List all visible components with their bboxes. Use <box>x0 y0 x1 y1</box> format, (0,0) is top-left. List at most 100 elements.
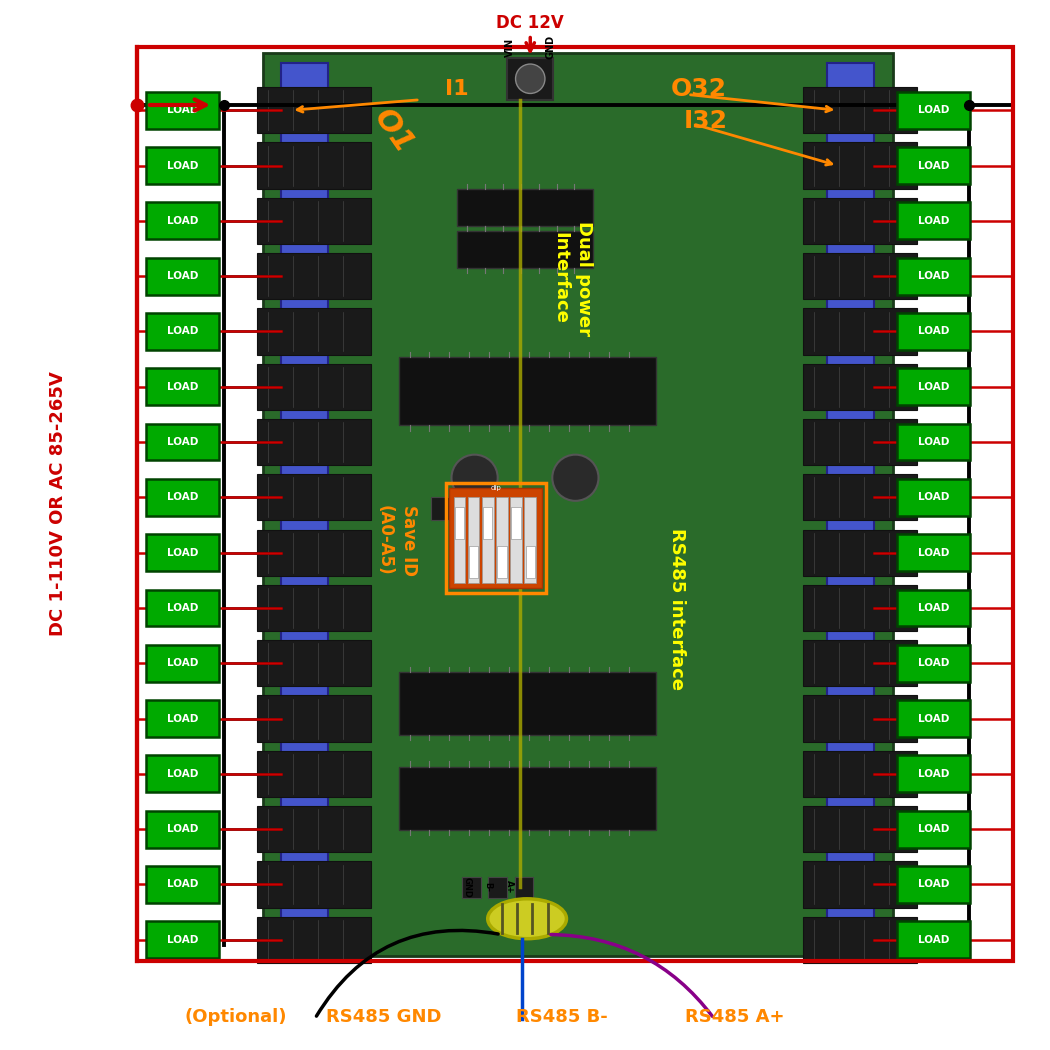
Bar <box>803 917 917 963</box>
FancyBboxPatch shape <box>146 756 219 793</box>
Bar <box>280 63 328 945</box>
Bar <box>430 497 454 520</box>
Bar <box>525 497 536 583</box>
FancyBboxPatch shape <box>146 866 219 903</box>
Text: LOAD: LOAD <box>918 161 949 170</box>
FancyBboxPatch shape <box>897 590 970 626</box>
FancyBboxPatch shape <box>146 700 219 737</box>
Text: LOAD: LOAD <box>167 934 198 945</box>
Text: LOAD: LOAD <box>918 382 949 392</box>
Text: LOAD: LOAD <box>918 492 949 502</box>
Bar <box>803 861 917 907</box>
FancyBboxPatch shape <box>897 203 970 239</box>
Bar <box>454 497 465 583</box>
Text: LOAD: LOAD <box>167 105 198 116</box>
Bar <box>511 507 521 539</box>
Text: B-: B- <box>484 882 492 892</box>
Text: RS485 A+: RS485 A+ <box>686 1008 784 1026</box>
Text: I32: I32 <box>684 109 728 132</box>
Text: LOAD: LOAD <box>167 548 198 558</box>
Text: LOAD: LOAD <box>167 658 198 668</box>
Text: LOAD: LOAD <box>167 271 198 281</box>
Bar <box>399 672 656 735</box>
Text: O32: O32 <box>670 78 727 101</box>
Bar <box>482 497 494 583</box>
Bar <box>257 917 371 963</box>
Bar <box>483 507 492 539</box>
Bar <box>455 507 464 539</box>
FancyBboxPatch shape <box>146 811 219 847</box>
Bar <box>457 231 593 268</box>
Bar <box>803 806 917 853</box>
FancyBboxPatch shape <box>897 147 970 184</box>
Bar <box>803 253 917 299</box>
Text: LOAD: LOAD <box>918 603 949 613</box>
Bar <box>468 497 479 583</box>
FancyBboxPatch shape <box>146 534 219 571</box>
Bar <box>496 497 508 583</box>
Bar <box>399 766 656 830</box>
Circle shape <box>452 455 498 501</box>
FancyBboxPatch shape <box>146 645 219 681</box>
Bar <box>457 189 593 226</box>
Bar <box>257 861 371 907</box>
Bar <box>257 529 371 575</box>
Bar <box>803 751 917 797</box>
Ellipse shape <box>487 899 567 939</box>
FancyBboxPatch shape <box>146 203 219 239</box>
Text: LOAD: LOAD <box>167 437 198 447</box>
FancyBboxPatch shape <box>146 423 219 460</box>
Text: LOAD: LOAD <box>918 824 949 834</box>
Bar <box>257 143 371 189</box>
Bar <box>494 497 517 520</box>
Bar <box>510 497 522 583</box>
Text: LOAD: LOAD <box>918 769 949 779</box>
FancyBboxPatch shape <box>897 91 970 128</box>
Bar <box>462 497 485 520</box>
FancyBboxPatch shape <box>146 257 219 294</box>
FancyBboxPatch shape <box>146 313 219 350</box>
Bar <box>803 87 917 133</box>
Text: GND: GND <box>546 36 556 59</box>
Text: LOAD: LOAD <box>918 105 949 116</box>
Bar <box>462 877 481 898</box>
Text: LOAD: LOAD <box>167 880 198 889</box>
Text: LOAD: LOAD <box>918 548 949 558</box>
Text: LOAD: LOAD <box>167 382 198 392</box>
FancyBboxPatch shape <box>897 369 970 405</box>
FancyBboxPatch shape <box>897 756 970 793</box>
Text: I1: I1 <box>445 79 468 100</box>
Text: O1: O1 <box>369 104 419 159</box>
Text: LOAD: LOAD <box>918 934 949 945</box>
FancyBboxPatch shape <box>897 534 970 571</box>
FancyBboxPatch shape <box>897 479 970 516</box>
FancyBboxPatch shape <box>897 423 970 460</box>
Bar <box>257 751 371 797</box>
Bar <box>257 585 371 631</box>
Bar <box>468 546 478 578</box>
FancyBboxPatch shape <box>146 147 219 184</box>
Circle shape <box>516 64 545 93</box>
Bar <box>827 63 875 945</box>
Bar <box>257 695 371 741</box>
Bar <box>262 52 892 956</box>
Bar <box>498 546 506 578</box>
Bar <box>525 546 536 578</box>
Text: (Optional): (Optional) <box>185 1008 288 1026</box>
Bar <box>136 47 1013 961</box>
Text: LOAD: LOAD <box>918 714 949 723</box>
Text: LOAD: LOAD <box>167 216 198 226</box>
Text: Dual power
Interface: Dual power Interface <box>551 220 593 336</box>
Text: LOAD: LOAD <box>918 327 949 336</box>
Bar <box>257 197 371 244</box>
FancyBboxPatch shape <box>897 700 970 737</box>
Bar <box>449 488 542 588</box>
Text: LOAD: LOAD <box>167 714 198 723</box>
Bar <box>446 483 546 593</box>
FancyBboxPatch shape <box>897 922 970 958</box>
Text: LOAD: LOAD <box>918 880 949 889</box>
Bar <box>507 58 553 100</box>
Text: LOAD: LOAD <box>918 216 949 226</box>
Text: RS485 interface: RS485 interface <box>668 528 687 690</box>
Bar <box>488 877 507 898</box>
